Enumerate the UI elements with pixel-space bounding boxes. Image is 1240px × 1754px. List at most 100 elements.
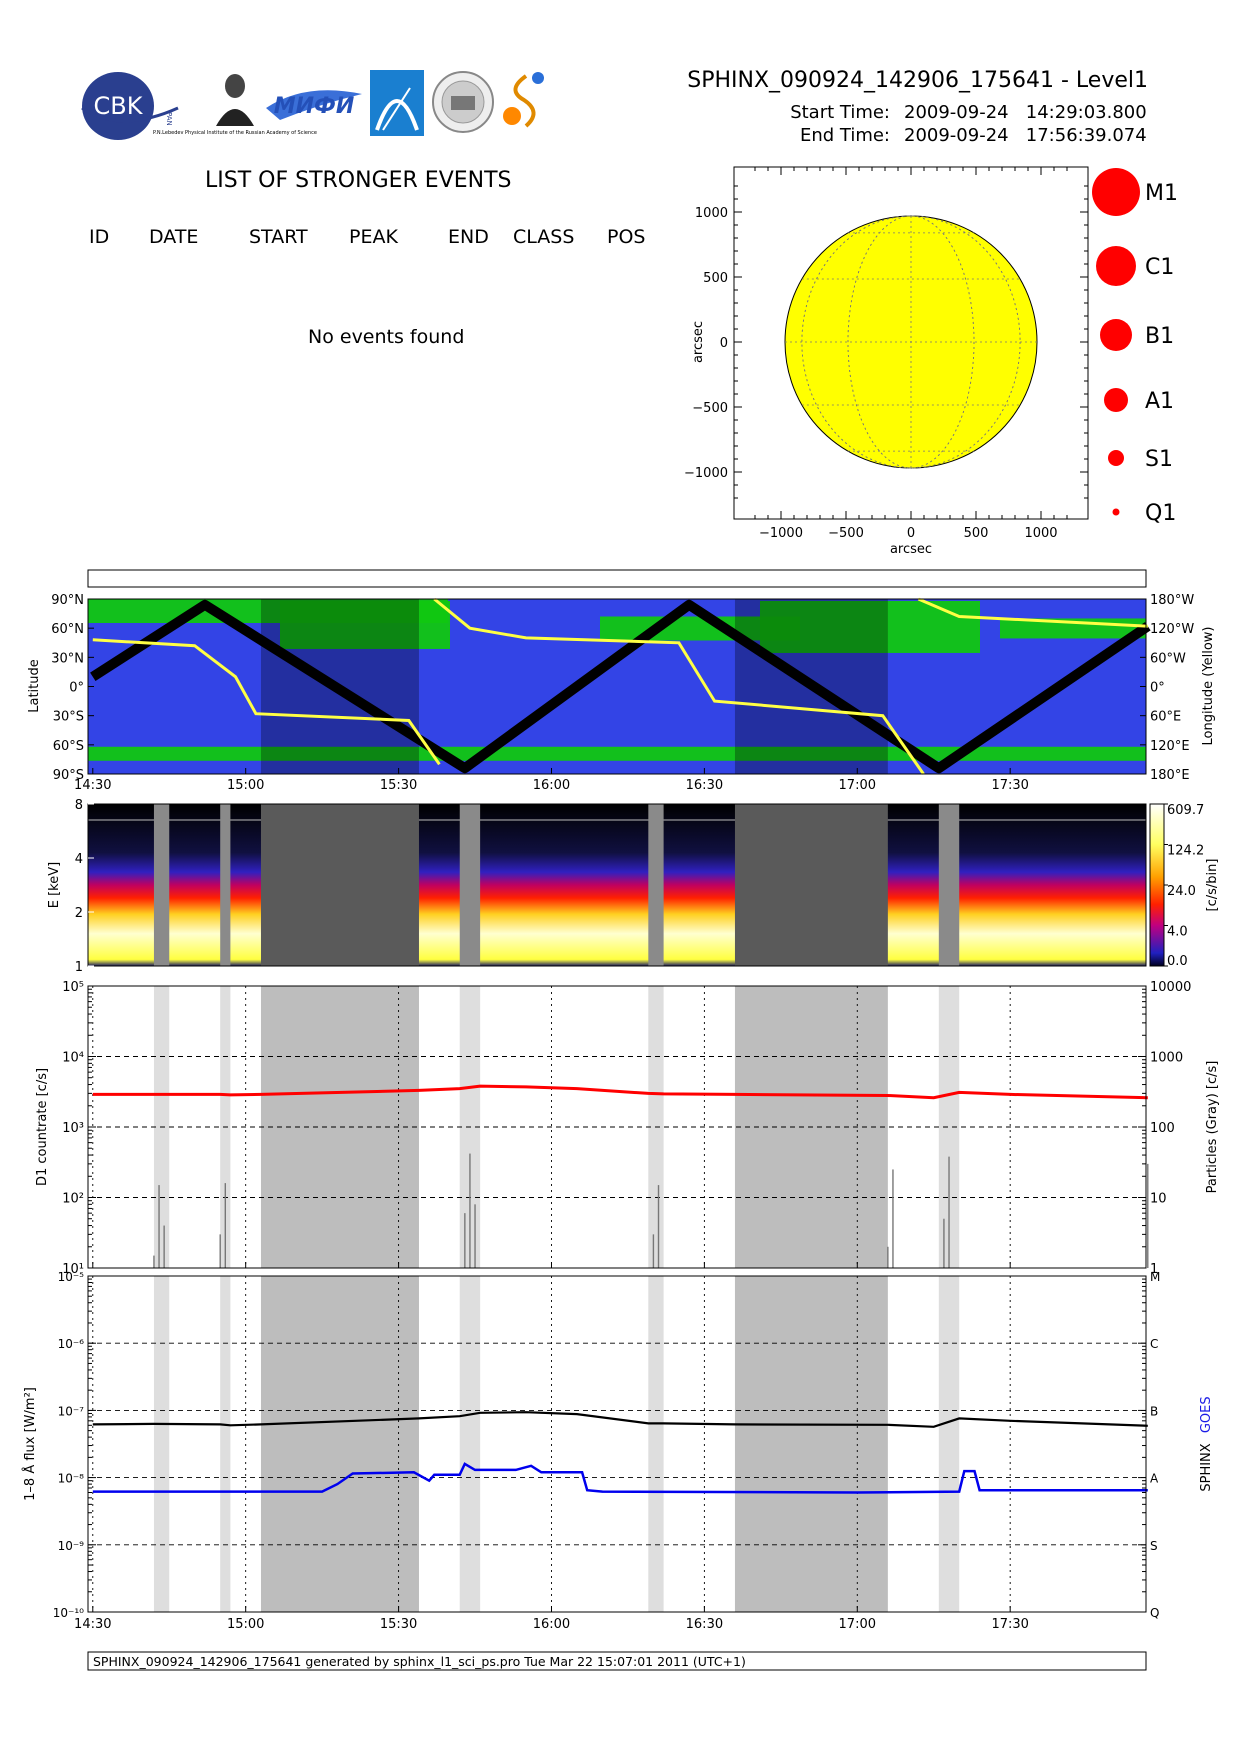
- orbit-xtick-label: 17:00: [839, 778, 876, 793]
- class-s1-label: S1: [1145, 447, 1173, 472]
- latitude-track: [90, 599, 1151, 774]
- end-time-label: End Time:: [799, 125, 890, 146]
- sun-xtick-5: 1000: [1024, 526, 1057, 541]
- gap-band: [648, 1276, 664, 1612]
- lebedev-portrait-logo: P.N.Lebedev Physical Institute of the Ru…: [153, 74, 317, 136]
- colorbar: [1149, 803, 1165, 967]
- countrate-ytick-label-right: 10: [1150, 1192, 1167, 1207]
- spectrogram-gap: [153, 804, 170, 966]
- orbit-ytick-label: 60°S: [53, 739, 84, 754]
- flux-xtick-label: 15:30: [380, 1617, 417, 1632]
- flux-ytick-label-right: C: [1150, 1337, 1158, 1351]
- gap-band: [459, 1276, 481, 1612]
- orbit-ytick-label: 60°N: [51, 622, 84, 637]
- orbit-ytick-label-right: 60°E: [1150, 710, 1181, 725]
- spectrogram-gap: [938, 804, 960, 966]
- class-b1-dot: [1100, 319, 1132, 351]
- countrate-ytick-label: 10¹: [62, 1262, 84, 1277]
- class-s1-dot: [1108, 450, 1124, 466]
- spectrogram-gap: [648, 804, 664, 966]
- flux-xtick-label: 15:00: [227, 1617, 264, 1632]
- sun-meridian: [847, 215, 975, 469]
- sun-ytick-4: −500: [692, 401, 728, 416]
- gap-band: [260, 1276, 419, 1612]
- longitude-track: [92, 597, 1148, 775]
- events-empty-message: No events found: [308, 326, 465, 348]
- orbit-xtick-label: 17:30: [991, 778, 1028, 793]
- cbk-logo-text: CBK: [94, 92, 144, 120]
- mifi-logo: МИФИ: [266, 90, 362, 120]
- sun-ytick-2: 500: [703, 271, 728, 286]
- countrate-ytick-label-right: 10000: [1150, 980, 1191, 995]
- events-col-pos: POS: [607, 226, 646, 248]
- flux-ytick-label: 10⁻⁸: [58, 1472, 85, 1486]
- orbit-ticks: 90°N 180°W 60°N 120°W 30°N 60°W 0° 0° 30°S 60°E 60…: [51, 593, 1194, 793]
- class-a1-label: A1: [1145, 389, 1174, 414]
- flux-ylabel-right-goes: GOES: [1199, 1396, 1214, 1433]
- flux-ytick-label-right: Q: [1150, 1606, 1159, 1620]
- flux-ytick-label: 10⁻⁹: [58, 1539, 85, 1553]
- flux-panel: 10⁻¹⁰ Q 10⁻⁹ S 10⁻⁸ A 10⁻⁷ B 10⁻⁶ C 10⁻⁵ M 14:30 15:0…: [22, 1270, 1214, 1632]
- gap-band: [220, 1276, 231, 1612]
- iki-logo: [370, 70, 424, 136]
- flux-xtick-label: 14:30: [74, 1617, 111, 1632]
- sun-meridian: [801, 215, 1021, 469]
- countrate-ticks: 10¹ 10² 10³ 10⁴ 10⁵ 1 10 100 1000 10000: [62, 980, 1191, 1277]
- orbit-zone: [280, 600, 450, 649]
- class-c1-label: C1: [1145, 255, 1174, 280]
- countrate-lines: [92, 1084, 1149, 1268]
- colorbar-label: [c/s/bin]: [1205, 859, 1220, 912]
- spectrogram-gap: [734, 804, 888, 966]
- flux-grid: [88, 1276, 1146, 1612]
- sun-swirl-logo: [503, 72, 544, 128]
- start-time-label: Start Time:: [790, 102, 890, 123]
- orbit-ytick-label-right: 0°: [1150, 681, 1165, 696]
- file-title: SPHINX_090924_142906_175641 - Level1: [687, 68, 1148, 93]
- orbit-xtick-label: 16:00: [533, 778, 570, 793]
- colorbar-tick-label: 609.7: [1167, 803, 1204, 818]
- gap-band: [153, 1276, 170, 1612]
- longitude-segment: [433, 597, 925, 775]
- flux-ytick-label-right: S: [1150, 1539, 1158, 1553]
- countrate-ytick-label: 10⁴: [62, 1051, 84, 1066]
- spectrogram-ticks: 1 2 4 8: [75, 798, 94, 975]
- events-col-class: CLASS: [513, 226, 575, 248]
- countrate-ylabel-right: Particles (Gray) [c/s]: [1205, 1061, 1220, 1194]
- flux-ytick-label: 10⁻⁶: [58, 1337, 85, 1351]
- events-title: LIST OF STRONGER EVENTS: [205, 168, 512, 193]
- footer-box: [87, 1651, 1147, 1671]
- spectrogram-gap: [459, 804, 481, 966]
- seal-logo: [432, 71, 494, 133]
- flux-xtick-label: 16:30: [686, 1617, 723, 1632]
- orbit-xtick-label: 16:30: [686, 778, 723, 793]
- sun-xtick-4: 500: [964, 526, 989, 541]
- sun-xtick-2: −500: [828, 526, 864, 541]
- flux-xtick-label: 17:00: [839, 1617, 876, 1632]
- spectrogram-panel: 1 2 4 8 E [keV] 0.0 4.0 24.0 124.2 609.7 [c/s/b…: [47, 798, 1220, 975]
- orbit-ytick-label-right: 180°E: [1150, 768, 1190, 783]
- colorbar-tick-label: 24.0: [1167, 884, 1196, 899]
- flux-ytick-label-right: M: [1150, 1270, 1160, 1284]
- colorbar-ticks: 0.0 4.0 24.0 124.2 609.7: [1164, 803, 1204, 969]
- flux-ylabel-right: SPHINX GOES: [1199, 1396, 1214, 1491]
- countrate-ytick-label-right: 100: [1150, 1121, 1175, 1136]
- sun-position-map: −1000 −500 0 500 1000 1000 500 0 −500 −1…: [684, 166, 1089, 557]
- spectrogram-frame: [87, 803, 1147, 967]
- sphinx-flux-line: [92, 1411, 1148, 1428]
- status-bar: [87, 569, 1147, 588]
- flux-ytick-label-right: A: [1150, 1472, 1159, 1486]
- orbit-ytick-label-right: 120°E: [1150, 739, 1190, 754]
- events-col-start: START: [249, 226, 308, 248]
- colorbar-tick-label: 4.0: [1167, 925, 1188, 940]
- orbit-zone: [88, 746, 1146, 761]
- colorbar-tick-label: 124.2: [1167, 844, 1204, 859]
- orbit-zones: [88, 599, 1146, 761]
- class-m1-label: M1: [1145, 181, 1178, 206]
- footer-text: SPHINX_090924_142906_175641 generated by…: [93, 1654, 746, 1669]
- sun-ylabel: arcsec: [691, 321, 706, 363]
- gap-band: [734, 1276, 888, 1612]
- institution-logos: CBK PAN P.N.Lebedev Physical Institute o…: [81, 70, 544, 140]
- sun-xlabel: arcsec: [890, 542, 932, 557]
- flux-xtick-label: 16:00: [533, 1617, 570, 1632]
- class-a1-dot: [1104, 388, 1128, 412]
